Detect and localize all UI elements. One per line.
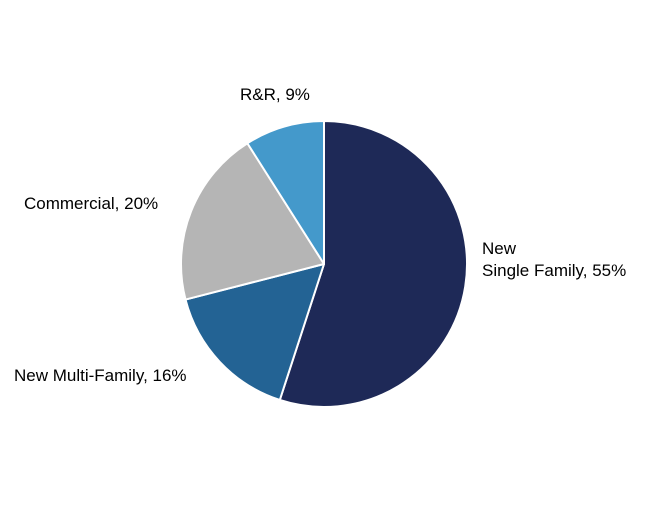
slice-label-line: Commercial, 20% [24, 194, 158, 213]
slice-label: R&R, 9% [240, 85, 310, 104]
pie-slice-commercial [180, 142, 325, 301]
slice-label: Commercial, 20% [24, 194, 158, 213]
slice-label-line: Single Family, 55% [482, 261, 626, 280]
slice-label-line: New [482, 239, 517, 258]
slice-label: New Single Family, 55% [482, 239, 626, 280]
pie-slice-new-multi-family [184, 263, 325, 401]
pie-slice-single-family [278, 120, 468, 408]
slice-label-line: R&R, 9% [240, 85, 310, 104]
pie-labels: New Single Family, 55% New Multi-Family, 1… [14, 85, 626, 385]
pie-slices [180, 120, 468, 408]
pie-slice-r-r [246, 120, 325, 265]
slice-label: New Multi-Family, 16% [14, 366, 187, 385]
slice-label-line: New Multi-Family, 16% [14, 366, 187, 385]
